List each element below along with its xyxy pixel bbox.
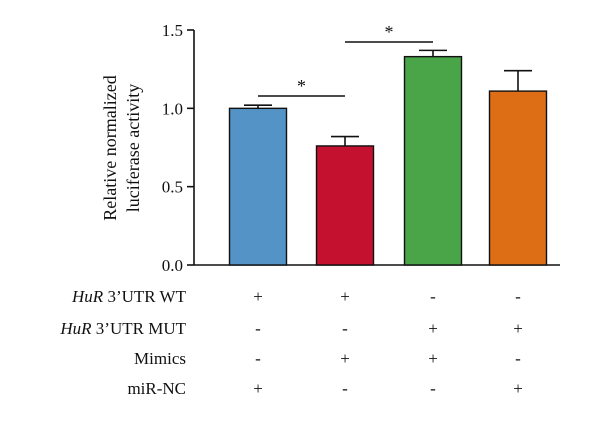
y-tick-label: 0.0 (162, 256, 183, 275)
condition-mark: - (430, 287, 436, 306)
condition-mark: - (255, 319, 261, 338)
condition-mark: + (253, 287, 263, 306)
condition-row-label-text: 3’UTR MUT (92, 319, 187, 338)
y-tick-label: 1.5 (162, 21, 183, 40)
significance-layer: ** (258, 22, 433, 97)
condition-mark: - (255, 349, 261, 368)
condition-mark: - (342, 379, 348, 398)
condition-mark: - (342, 319, 348, 338)
condition-mark: + (428, 349, 438, 368)
y-axis-title: Relative normalized luciferase activity (100, 75, 143, 220)
condition-row-label: HuR 3’UTR MUT (59, 319, 186, 338)
condition-mark: - (515, 349, 521, 368)
condition-row-label-italic: HuR (59, 319, 92, 338)
condition-row-label-text: Mimics (134, 349, 186, 368)
condition-row-label-text: 3’UTR WT (103, 287, 186, 306)
condition-row-label-text: miR-NC (127, 379, 186, 398)
condition-mark: - (515, 287, 521, 306)
bar (403, 55, 463, 266)
significance-star: * (297, 76, 306, 96)
condition-table: HuR 3’UTR WT + + - - HuR 3’UTR MUT - - + + Mimics -… (59, 287, 522, 398)
y-tick-label: 1.0 (162, 99, 183, 118)
condition-mark: + (253, 379, 263, 398)
condition-mark: + (340, 349, 350, 368)
y-tick-label: 0.5 (162, 178, 183, 197)
significance-star: * (385, 22, 394, 42)
bar (228, 107, 288, 266)
condition-row-label: HuR 3’UTR WT (71, 287, 187, 306)
bar (315, 145, 375, 266)
condition-mark: + (340, 287, 350, 306)
condition-row-label: miR-NC (127, 379, 186, 398)
condition-mark: - (430, 379, 436, 398)
condition-row-label: Mimics (134, 349, 186, 368)
condition-mark: + (513, 379, 523, 398)
condition-mark: + (428, 319, 438, 338)
condition-row-label-italic: HuR (71, 287, 104, 306)
y-axis-title-line: Relative normalized (100, 75, 120, 220)
bar (488, 90, 548, 266)
y-axis-title-line: luciferase activity (123, 84, 143, 212)
bars-layer (228, 49, 548, 266)
condition-mark: + (513, 319, 523, 338)
